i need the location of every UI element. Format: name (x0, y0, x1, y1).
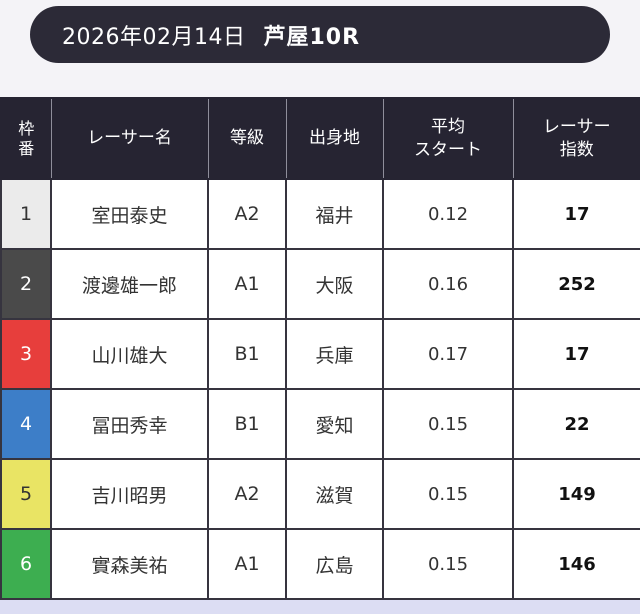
racer-name-cell: 室田泰史 (50, 178, 209, 250)
racer-name-cell: 山川雄大 (50, 318, 209, 390)
col-header-avg_start: 平均 スタート (382, 97, 514, 180)
table-row: 4 冨田秀幸 B1 愛知 0.15 22 (0, 388, 640, 460)
racer-entry-table: 枠番レーサー名 等級 出身地 平均 スタート レーサー 指数 1 室田泰史 A2 福井 0.12 17… (0, 97, 640, 600)
race-header-pill: 2026年02月14日 芦屋10R (30, 6, 610, 63)
index-cell: 149 (512, 458, 640, 530)
racer-name-cell: 實森美祐 (50, 528, 209, 600)
waku-cell: 2 (0, 248, 52, 320)
table-header: 枠番レーサー名 等級 出身地 平均 スタート レーサー 指数 (0, 97, 640, 180)
origin-cell: 愛知 (285, 388, 384, 460)
col-header-index: レーサー 指数 (512, 97, 640, 180)
grade-cell: B1 (207, 388, 287, 460)
table-row: 5 吉川昭男 A2 滋賀 0.15 149 (0, 458, 640, 530)
top-banner-area: 2026年02月14日 芦屋10R (0, 0, 640, 97)
grade-cell: A2 (207, 178, 287, 250)
index-cell: 22 (512, 388, 640, 460)
racer-name-cell: 吉川昭男 (50, 458, 209, 530)
origin-cell: 広島 (285, 528, 384, 600)
waku-cell: 5 (0, 458, 52, 530)
race-title: 芦屋10R (263, 24, 361, 50)
col-header-origin: 出身地 (285, 97, 384, 180)
avg-start-cell: 0.16 (382, 248, 514, 320)
table-row: 3 山川雄大 B1 兵庫 0.17 17 (0, 318, 640, 390)
col-header-name: レーサー名 (50, 97, 209, 180)
avg-start-cell: 0.12 (382, 178, 514, 250)
grade-cell: A1 (207, 248, 287, 320)
origin-cell: 兵庫 (285, 318, 384, 390)
grade-cell: B1 (207, 318, 287, 390)
table-body: 1 室田泰史 A2 福井 0.12 17 2 渡邊雄一郎 A1 大阪 0.16 252 3 山川雄大 B1 兵… (0, 178, 640, 600)
avg-start-cell: 0.17 (382, 318, 514, 390)
grade-cell: A1 (207, 528, 287, 600)
waku-cell: 1 (0, 178, 52, 250)
col-header-waku: 枠番 (0, 97, 52, 180)
index-cell: 17 (512, 178, 640, 250)
index-cell: 252 (512, 248, 640, 320)
col-header-grade: 等級 (207, 97, 287, 180)
table-row: 6 實森美祐 A1 広島 0.15 146 (0, 528, 640, 600)
waku-cell: 4 (0, 388, 52, 460)
waku-cell: 6 (0, 528, 52, 600)
grade-cell: A2 (207, 458, 287, 530)
waku-cell: 3 (0, 318, 52, 390)
avg-start-cell: 0.15 (382, 528, 514, 600)
table-row: 2 渡邊雄一郎 A1 大阪 0.16 252 (0, 248, 640, 320)
table-row: 1 室田泰史 A2 福井 0.12 17 (0, 178, 640, 250)
origin-cell: 大阪 (285, 248, 384, 320)
avg-start-cell: 0.15 (382, 458, 514, 530)
table-header-row: 枠番レーサー名 等級 出身地 平均 スタート レーサー 指数 (0, 97, 640, 180)
avg-start-cell: 0.15 (382, 388, 514, 460)
racer-name-cell: 冨田秀幸 (50, 388, 209, 460)
origin-cell: 福井 (285, 178, 384, 250)
race-date: 2026年02月14日 (62, 24, 246, 50)
origin-cell: 滋賀 (285, 458, 384, 530)
racer-name-cell: 渡邊雄一郎 (50, 248, 209, 320)
index-cell: 17 (512, 318, 640, 390)
index-cell: 146 (512, 528, 640, 600)
